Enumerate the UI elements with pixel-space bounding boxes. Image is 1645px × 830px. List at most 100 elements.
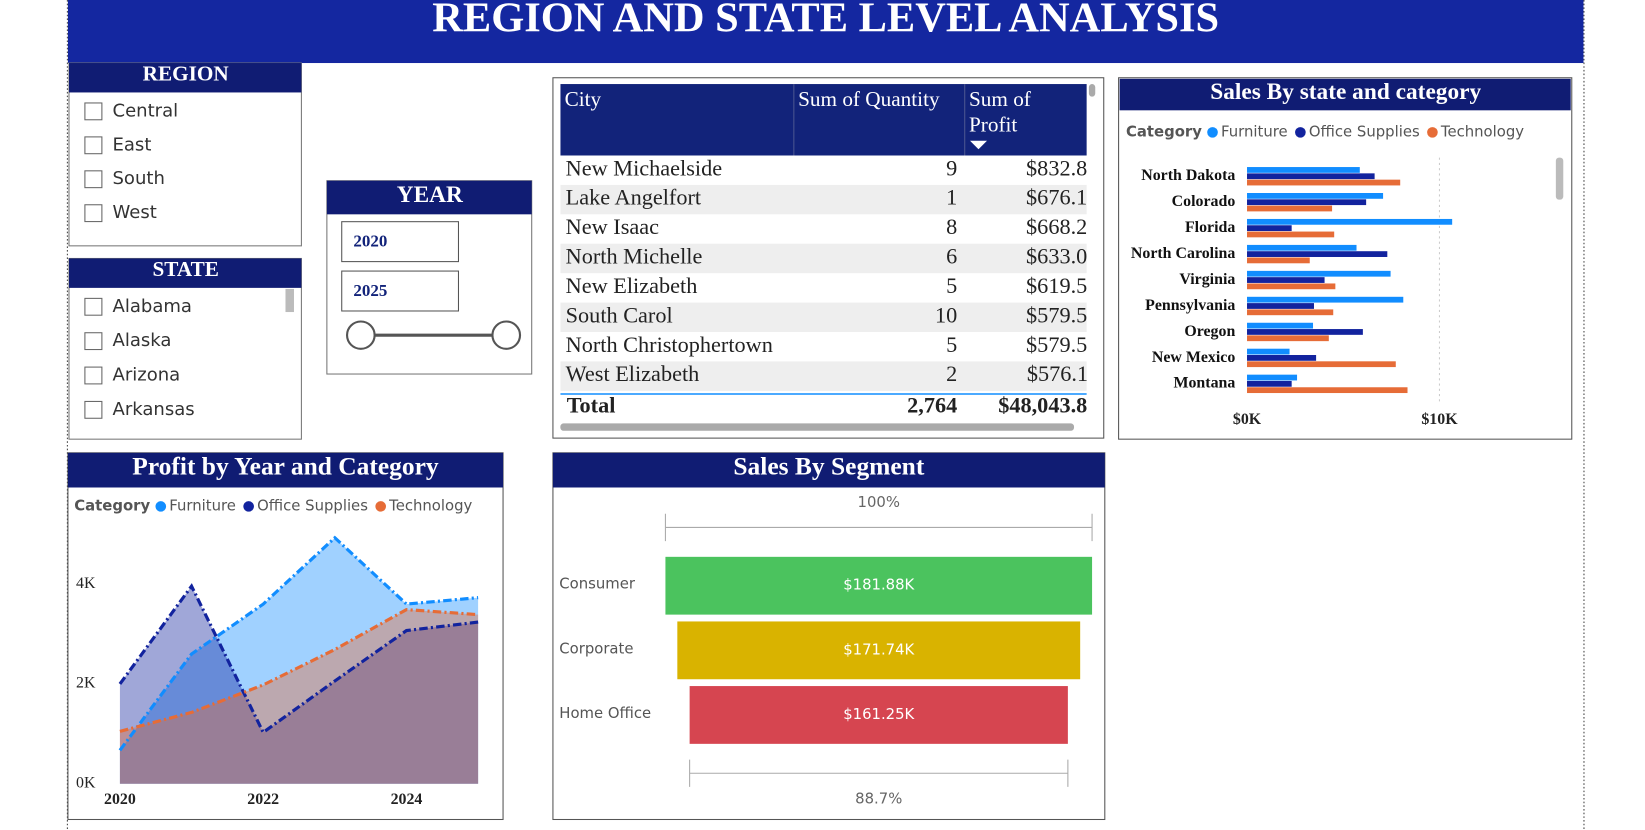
annotation: 88.7% (855, 791, 902, 808)
legend-title: Category (74, 497, 150, 514)
bar (1247, 231, 1335, 238)
cell: 8 (946, 214, 957, 239)
slicer-item[interactable]: Arizona (112, 365, 180, 386)
cell: $676.18 (1026, 185, 1098, 210)
bar (1247, 322, 1314, 329)
cell: $832.84 (1026, 155, 1098, 180)
row-band (560, 361, 1087, 391)
cell: North Christophertown (566, 332, 773, 357)
chart-title: Profit by Year and Category (132, 452, 439, 480)
checkbox[interactable] (84, 400, 103, 419)
x-tick-label: 2020 (104, 791, 136, 808)
slider-handle[interactable] (491, 320, 522, 350)
scrollbar[interactable] (1555, 157, 1564, 200)
slider-handle[interactable] (345, 320, 376, 350)
bar (1247, 335, 1329, 342)
table-header (560, 84, 1087, 156)
cell: $576.11 (1027, 361, 1099, 386)
bar (1247, 277, 1325, 283)
cell: South Carol (566, 302, 673, 327)
checkbox[interactable] (84, 204, 103, 223)
chart-title: Sales By Segment (733, 452, 924, 480)
column-header[interactable]: Sum of Quantity (798, 88, 940, 112)
row-band (560, 243, 1087, 274)
cell: 9 (946, 155, 957, 180)
category-label: North Dakota (1141, 167, 1235, 184)
category-label: Consumer (559, 576, 636, 593)
legend-swatch (1295, 127, 1306, 138)
bar (1247, 218, 1453, 225)
year-to[interactable]: 2025 (353, 281, 387, 300)
bar (1247, 374, 1298, 381)
cell: 5 (946, 273, 957, 298)
legend-label: Furniture (169, 497, 236, 514)
funnel-bar (665, 556, 1093, 615)
annotation: 100% (858, 494, 900, 511)
slicer-header (326, 180, 532, 215)
scrollbar[interactable] (285, 288, 294, 313)
bar (1247, 167, 1360, 173)
year-from[interactable]: 2020 (353, 232, 387, 251)
cell: 2 (946, 361, 957, 386)
slicer-item[interactable]: Arkansas (112, 399, 194, 420)
column-header[interactable]: City (564, 88, 602, 112)
legend-title: Category (1126, 123, 1202, 140)
bar (1247, 329, 1363, 335)
slicer-item[interactable]: East (112, 134, 151, 155)
slicer-item[interactable]: Alabama (112, 296, 191, 317)
checkbox[interactable] (84, 366, 103, 385)
x-tick-label: 2022 (247, 791, 279, 808)
slicer-item[interactable]: Alaska (112, 330, 171, 351)
slicer-title: STATE (153, 257, 219, 281)
chart-frame (67, 452, 504, 821)
scrollbar[interactable] (1088, 84, 1096, 97)
bar (1247, 303, 1314, 309)
bar (1247, 193, 1384, 199)
checkbox[interactable] (84, 136, 103, 155)
slicer-item[interactable]: West (112, 202, 156, 223)
checkbox[interactable] (84, 102, 103, 121)
chart-title: Sales By state and category (1210, 79, 1481, 105)
year-input[interactable] (341, 270, 460, 312)
checkbox[interactable] (84, 332, 103, 351)
area (119, 586, 479, 784)
cell: 1 (946, 185, 957, 210)
slicer-header (68, 63, 302, 93)
line (118, 583, 479, 735)
legend-swatch (155, 501, 167, 512)
bar (1247, 283, 1336, 290)
funnel-bar (677, 621, 1081, 680)
slicer-item[interactable]: South (112, 168, 164, 189)
area (119, 537, 479, 784)
cell: 5 (946, 332, 957, 357)
x-tick-label: $10K (1421, 411, 1458, 428)
header-cell: Sum of Quantity (798, 88, 940, 112)
chart-frame (1118, 77, 1573, 440)
category-label: Home Office (559, 705, 651, 722)
bar (1247, 257, 1310, 264)
bar (1247, 296, 1404, 303)
total-cell: 2,764 (907, 393, 957, 418)
cell: Lake Angelfort (566, 185, 702, 210)
checkbox[interactable] (84, 170, 103, 189)
bar (1247, 251, 1388, 257)
slicer-item[interactable]: Central (112, 100, 178, 121)
cell: New Michaelside (566, 155, 723, 180)
legend-swatch (1427, 127, 1438, 138)
state-slicer (68, 257, 302, 440)
checkbox[interactable] (84, 297, 103, 316)
cell: $668.27 (1026, 214, 1098, 239)
x-tick-label: 2024 (391, 791, 423, 808)
legend-label: Technology (1440, 123, 1524, 140)
slicer-title: YEAR (397, 182, 463, 208)
total-cell: Total (567, 393, 616, 418)
category-label: North Carolina (1131, 245, 1236, 262)
bar (1247, 179, 1401, 186)
cell: $633.02 (1026, 244, 1098, 269)
legend-swatch (1207, 127, 1218, 138)
column-header[interactable]: Sum of Profit (968, 88, 1031, 137)
cell: West Elizabeth (566, 361, 700, 386)
year-input[interactable] (341, 221, 460, 263)
y-tick-label: 2K (76, 675, 96, 692)
scrollbar[interactable] (560, 423, 1075, 431)
